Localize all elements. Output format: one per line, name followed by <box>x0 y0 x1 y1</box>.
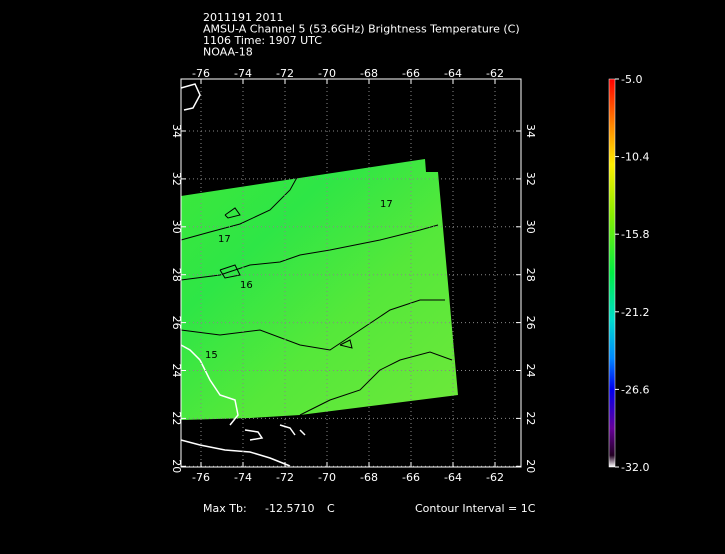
lat-label: 32 <box>170 172 183 186</box>
header-line: 1106 Time: 1907 UTC <box>203 34 322 47</box>
lon-label: -70 <box>318 67 336 80</box>
lon-label: -72 <box>276 67 294 80</box>
lon-label: -70 <box>318 471 336 484</box>
map-frame <box>180 78 522 468</box>
lat-label: 32 <box>524 172 537 186</box>
lat-label: 30 <box>524 220 537 234</box>
header-line: AMSU-A Channel 5 (53.6GHz) Brightness Te… <box>203 23 520 36</box>
lat-label: 24 <box>524 364 537 378</box>
colorbar <box>608 78 616 468</box>
coastlines <box>180 83 306 467</box>
lat-label: 20 <box>524 459 537 473</box>
lon-label: -68 <box>360 471 378 484</box>
lat-label: 20 <box>170 459 183 473</box>
lon-label: -64 <box>444 67 462 80</box>
colorbar-label: -15.8 <box>621 228 649 241</box>
lon-label: -72 <box>276 471 294 484</box>
lon-label: -66 <box>402 67 420 80</box>
colorbar-label: -26.6 <box>621 383 649 396</box>
lat-label: 26 <box>524 316 537 330</box>
lon-label: -62 <box>486 67 504 80</box>
contour-label: 16 <box>240 280 253 291</box>
lon-label: -74 <box>234 67 252 80</box>
header-line: 2011191 2011 <box>203 11 283 24</box>
lat-label: 26 <box>170 316 183 330</box>
contour-label: 17 <box>218 234 231 245</box>
colorbar-label: -32.0 <box>621 461 649 474</box>
lat-label: 34 <box>170 124 183 138</box>
lon-label: -76 <box>192 67 210 80</box>
lon-label: -66 <box>402 471 420 484</box>
lon-label: -62 <box>486 471 504 484</box>
header-line: NOAA-18 <box>203 46 253 59</box>
lat-label: 22 <box>524 411 537 425</box>
lon-label: -76 <box>192 471 210 484</box>
colorbar-label: -5.0 <box>621 73 642 86</box>
lat-label: 24 <box>170 364 183 378</box>
grid <box>181 79 521 467</box>
lon-label: -64 <box>444 471 462 484</box>
lon-label: -74 <box>234 471 252 484</box>
contours <box>180 171 453 416</box>
lat-label: 28 <box>170 268 183 282</box>
footer-unit: C <box>327 502 335 515</box>
contour-label: 15 <box>205 350 218 361</box>
lat-label: 28 <box>524 268 537 282</box>
contour-label: 17 <box>380 199 393 210</box>
footer-interval: Contour Interval = 1C <box>415 502 536 515</box>
lat-label: 34 <box>524 124 537 138</box>
footer-label: Max Tb: <box>203 502 247 515</box>
footer-value: -12.5710 <box>265 502 314 515</box>
swath <box>181 159 458 420</box>
lat-label: 30 <box>170 220 183 234</box>
lon-label: -68 <box>360 67 378 80</box>
colorbar-label: -21.2 <box>621 306 649 319</box>
lat-label: 22 <box>170 411 183 425</box>
colorbar-label: -10.4 <box>621 151 649 164</box>
